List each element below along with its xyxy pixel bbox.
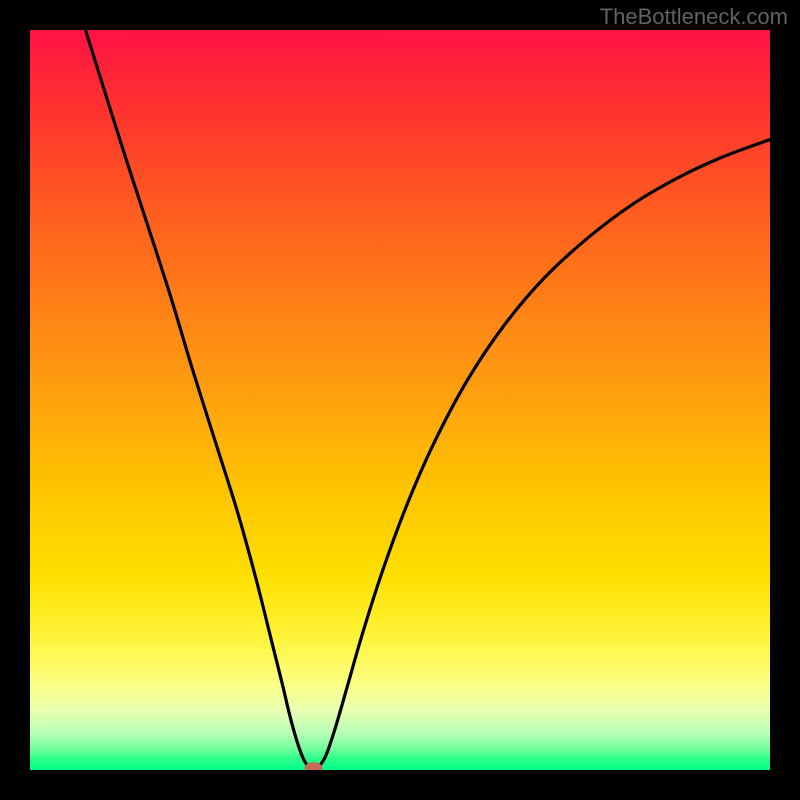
watermark-text: TheBottleneck.com (600, 4, 788, 30)
bottleneck-chart-svg (30, 30, 770, 770)
chart-container: TheBottleneck.com (0, 0, 800, 800)
gradient-background (30, 30, 770, 770)
plot-area (30, 30, 770, 770)
